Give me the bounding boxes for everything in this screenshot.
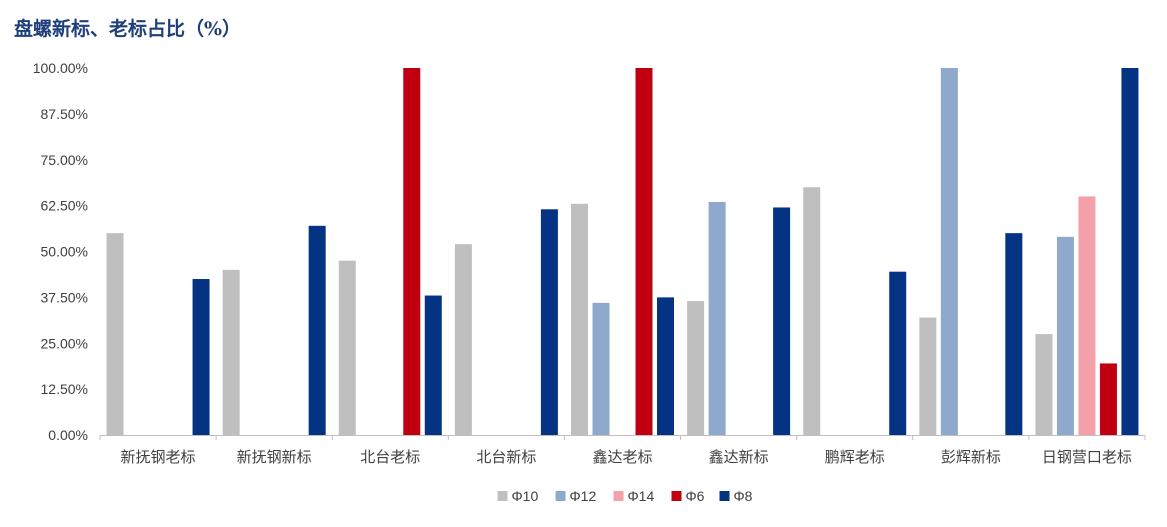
x-tick-label: 北台老标 — [360, 448, 420, 466]
x-tick-label: 日钢营口老标 — [1042, 448, 1132, 466]
y-tick-label: 100.00% — [33, 60, 88, 76]
legend-swatch — [671, 491, 682, 501]
bar — [1056, 236, 1074, 435]
bar — [889, 271, 907, 435]
bar — [403, 68, 421, 435]
x-tick-label: 新抚钢新标 — [237, 448, 312, 466]
bar — [1078, 196, 1096, 435]
y-tick-label: 0.00% — [48, 427, 88, 443]
bar — [940, 68, 958, 435]
x-tick-label: 鑫达新标 — [709, 448, 769, 466]
bar — [773, 207, 791, 435]
legend-label: Φ14 — [628, 488, 655, 504]
bar — [106, 233, 124, 435]
x-tick-label: 北台新标 — [476, 448, 536, 466]
y-tick-label: 12.50% — [41, 381, 88, 397]
legend-label: Φ12 — [570, 488, 597, 504]
y-tick-label: 87.50% — [41, 106, 88, 122]
bar — [592, 302, 610, 435]
bar — [424, 295, 442, 435]
legend-label: Φ8 — [734, 488, 753, 504]
legend-label: Φ10 — [512, 488, 539, 504]
legend-swatch — [613, 491, 624, 501]
bar — [708, 201, 726, 435]
bar — [454, 244, 472, 435]
bar — [222, 269, 240, 435]
y-tick-label: 75.00% — [41, 152, 88, 168]
bar — [192, 279, 210, 435]
y-tick-label: 62.50% — [41, 198, 88, 214]
bar — [657, 297, 674, 435]
bar — [1035, 334, 1053, 435]
y-tick-label: 37.50% — [41, 289, 88, 305]
bar — [919, 317, 937, 435]
chart-title: 盘螺新标、老标占比（%） — [14, 18, 242, 40]
y-tick-label: 50.00% — [41, 244, 88, 260]
bar — [1099, 363, 1117, 435]
legend-swatch — [555, 491, 566, 501]
legend-swatch — [719, 491, 730, 501]
y-tick-label: 25.00% — [41, 335, 88, 351]
bar — [571, 203, 588, 435]
x-tick-label: 鑫达老标 — [592, 448, 652, 466]
legend-swatch — [497, 491, 508, 501]
legend-label: Φ6 — [686, 488, 705, 504]
x-tick-label: 彭辉新标 — [941, 448, 1001, 466]
x-tick-label: 新抚钢老标 — [121, 448, 196, 466]
bar — [1121, 68, 1139, 435]
bar — [803, 187, 821, 435]
bar — [1005, 233, 1023, 435]
bar — [635, 68, 653, 435]
x-tick-label: 鹏辉老标 — [825, 448, 885, 466]
bar — [687, 301, 705, 435]
bar — [308, 225, 326, 435]
bar — [338, 260, 356, 435]
bar — [540, 209, 558, 435]
